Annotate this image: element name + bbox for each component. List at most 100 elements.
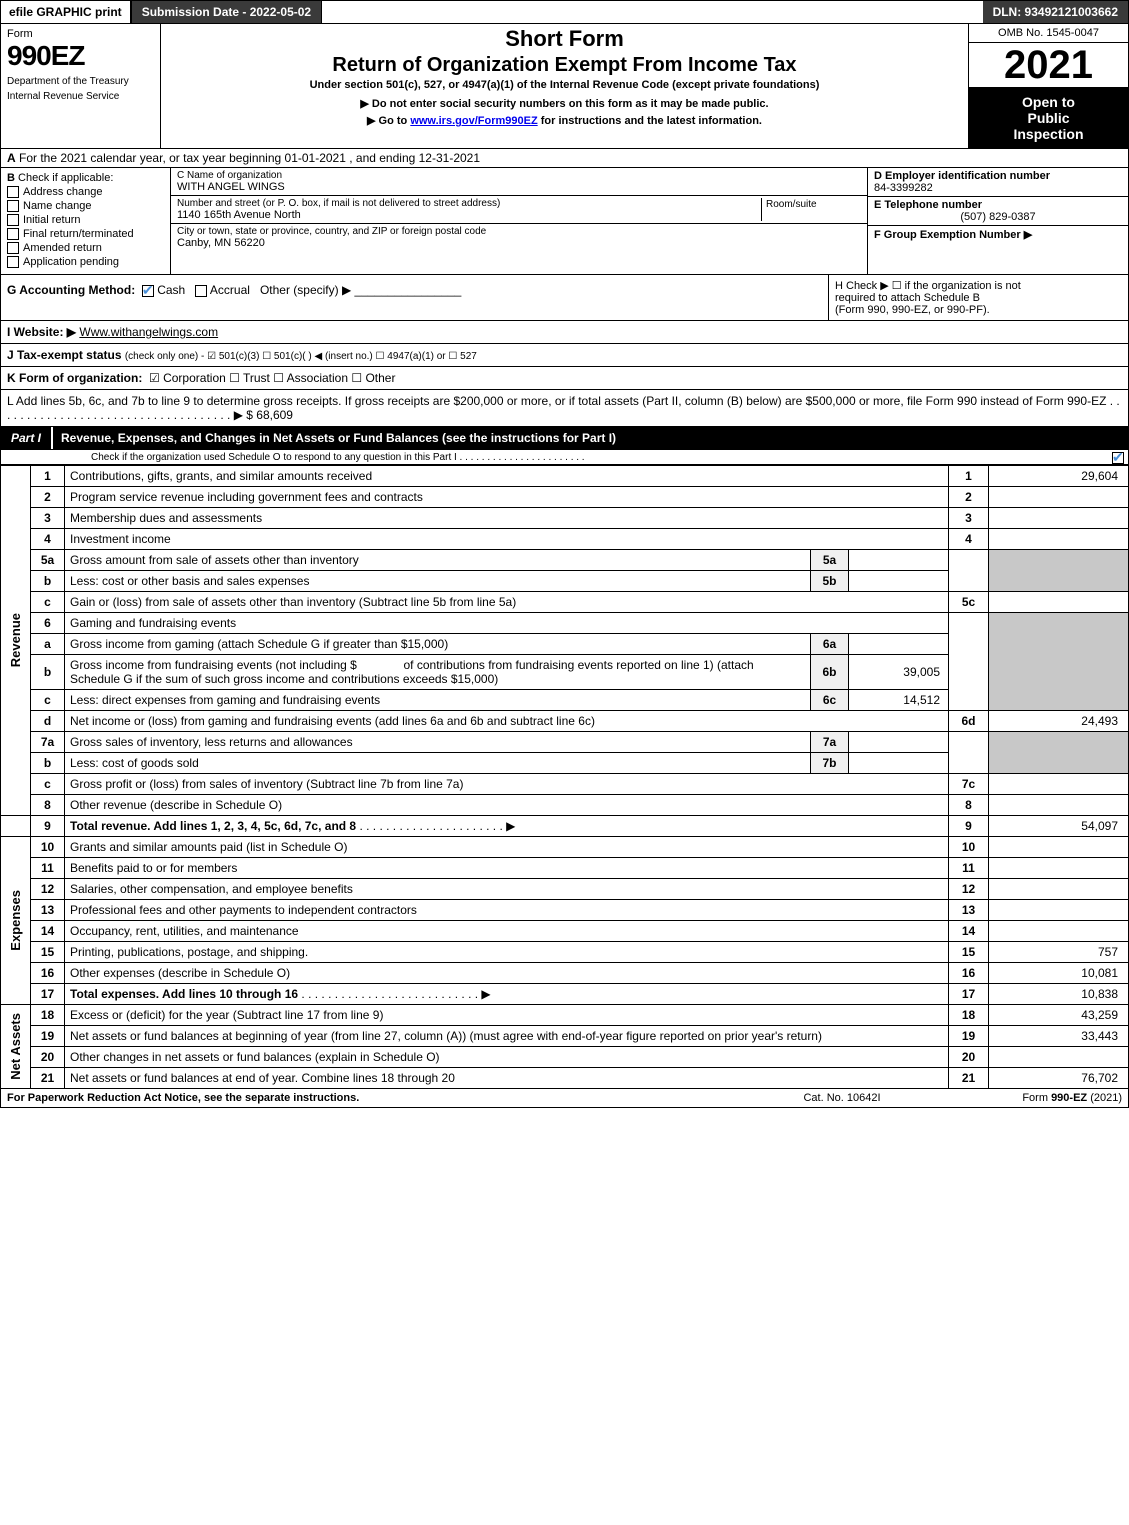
l5ab-shade-amt xyxy=(989,550,1129,592)
l6a-sl: 6a xyxy=(811,634,849,655)
l9-desc-b: Total revenue. Add lines 1, 2, 3, 4, 5c,… xyxy=(70,819,356,833)
block-bcdef: B Check if applicable: Address change Na… xyxy=(0,168,1129,275)
l12-amt xyxy=(989,879,1129,900)
l1-al: 1 xyxy=(949,466,989,487)
chk-name-change[interactable] xyxy=(7,200,19,212)
header-center: Short Form Return of Organization Exempt… xyxy=(161,24,968,148)
side-netassets: Net Assets xyxy=(6,1013,25,1080)
ein-value: 84-3399282 xyxy=(874,182,933,194)
l13-al: 13 xyxy=(949,900,989,921)
org-name: WITH ANGEL WINGS xyxy=(177,181,861,193)
l19-desc: Net assets or fund balances at beginning… xyxy=(65,1026,949,1047)
l6b-sl: 6b xyxy=(811,655,849,690)
open-line1: Open to xyxy=(973,94,1124,110)
l8-num: 8 xyxy=(31,795,65,816)
org-street: 1140 165th Avenue North xyxy=(177,209,761,221)
irs-link[interactable]: www.irs.gov/Form990EZ xyxy=(410,115,537,127)
l11-desc: Benefits paid to or for members xyxy=(65,858,949,879)
chk-application-pending[interactable] xyxy=(7,256,19,268)
l12-num: 12 xyxy=(31,879,65,900)
l5ab-shade xyxy=(949,550,989,592)
l5c-amt xyxy=(989,592,1129,613)
org-city: Canby, MN 56220 xyxy=(177,237,861,249)
open-line2: Public xyxy=(973,110,1124,126)
chk-accrual[interactable] xyxy=(195,285,207,297)
section-c: C Name of organization WITH ANGEL WINGS … xyxy=(171,168,868,274)
chk-address-change[interactable] xyxy=(7,186,19,198)
section-b: B Check if applicable: Address change Na… xyxy=(1,168,171,274)
g-cash: Cash xyxy=(157,283,185,297)
part1-label: Part I xyxy=(1,427,53,449)
phone-value: (507) 829-0387 xyxy=(874,211,1122,223)
footer-right-pre: Form xyxy=(1022,1092,1051,1104)
lines-table: Revenue 1 Contributions, gifts, grants, … xyxy=(0,465,1129,1089)
l5c-num: c xyxy=(31,592,65,613)
l7c-desc: Gross profit or (loss) from sales of inv… xyxy=(65,774,949,795)
l1-amt: 29,604 xyxy=(989,466,1129,487)
l8-desc: Other revenue (describe in Schedule O) xyxy=(65,795,949,816)
l3-desc: Membership dues and assessments xyxy=(65,508,949,529)
l5a-sa xyxy=(849,550,949,571)
l7c-al: 7c xyxy=(949,774,989,795)
section-b-label: B xyxy=(7,172,15,184)
l9-al: 9 xyxy=(949,816,989,837)
chk-schedule-o[interactable] xyxy=(1112,452,1124,464)
opt-name-change: Name change xyxy=(23,200,92,212)
l6-shade xyxy=(949,613,989,711)
section-i-label: I Website: ▶ xyxy=(7,325,76,339)
chk-initial-return[interactable] xyxy=(7,214,19,226)
l5a-num: 5a xyxy=(31,550,65,571)
header-left: Form 990EZ Department of the Treasury In… xyxy=(1,24,161,148)
website-value[interactable]: Www.withangelwings.com xyxy=(79,325,218,339)
l12-al: 12 xyxy=(949,879,989,900)
l5c-desc: Gain or (loss) from sale of assets other… xyxy=(65,592,949,613)
l7b-num: b xyxy=(31,753,65,774)
chk-amended-return[interactable] xyxy=(7,242,19,254)
l20-al: 20 xyxy=(949,1047,989,1068)
l10-desc: Grants and similar amounts paid (list in… xyxy=(65,837,949,858)
chk-cash[interactable] xyxy=(142,285,154,297)
form-number: 990EZ xyxy=(7,40,154,72)
instr-goto-post: for instructions and the latest informat… xyxy=(538,115,762,127)
opt-initial-return: Initial return xyxy=(23,214,80,226)
l7a-sa xyxy=(849,732,949,753)
section-g-label: G Accounting Method: xyxy=(7,283,135,297)
footer-right: Form 990-EZ (2021) xyxy=(942,1092,1122,1104)
l15-amt: 757 xyxy=(989,942,1129,963)
l6b-desc1: Gross income from fundraising events (no… xyxy=(70,658,357,672)
l21-amt: 76,702 xyxy=(989,1068,1129,1089)
l6b-num: b xyxy=(31,655,65,690)
l18-amt: 43,259 xyxy=(989,1005,1129,1026)
h-text1: H Check ▶ ☐ if the organization is not xyxy=(835,279,1122,292)
l11-al: 11 xyxy=(949,858,989,879)
l15-al: 15 xyxy=(949,942,989,963)
l14-num: 14 xyxy=(31,921,65,942)
c-name-label: C Name of organization xyxy=(177,170,861,181)
l4-amt xyxy=(989,529,1129,550)
g-other: Other (specify) ▶ xyxy=(260,283,351,297)
efile-label[interactable]: efile GRAPHIC print xyxy=(1,1,132,23)
l5c-al: 5c xyxy=(949,592,989,613)
l6d-al: 6d xyxy=(949,711,989,732)
section-f-label: F Group Exemption Number ▶ xyxy=(874,229,1032,241)
l7b-desc: Less: cost of goods sold xyxy=(65,753,811,774)
l13-desc: Professional fees and other payments to … xyxy=(65,900,949,921)
l20-desc: Other changes in net assets or fund bala… xyxy=(65,1047,949,1068)
l4-desc: Investment income xyxy=(65,529,949,550)
dln-label: DLN: 93492121003662 xyxy=(983,1,1128,23)
chk-final-return[interactable] xyxy=(7,228,19,240)
l16-amt: 10,081 xyxy=(989,963,1129,984)
dept-irs: Internal Revenue Service xyxy=(7,91,154,102)
l5a-desc: Gross amount from sale of assets other t… xyxy=(65,550,811,571)
l14-al: 14 xyxy=(949,921,989,942)
section-a-text: For the 2021 calendar year, or tax year … xyxy=(19,151,480,165)
page-footer: For Paperwork Reduction Act Notice, see … xyxy=(0,1089,1129,1108)
l6c-desc: Less: direct expenses from gaming and fu… xyxy=(65,690,811,711)
l12-desc: Salaries, other compensation, and employ… xyxy=(65,879,949,900)
side-revenue: Revenue xyxy=(6,613,25,667)
l9-num: 9 xyxy=(31,816,65,837)
l21-num: 21 xyxy=(31,1068,65,1089)
l17-amt: 10,838 xyxy=(989,984,1129,1005)
l5b-desc: Less: cost or other basis and sales expe… xyxy=(65,571,811,592)
l17-num: 17 xyxy=(31,984,65,1005)
